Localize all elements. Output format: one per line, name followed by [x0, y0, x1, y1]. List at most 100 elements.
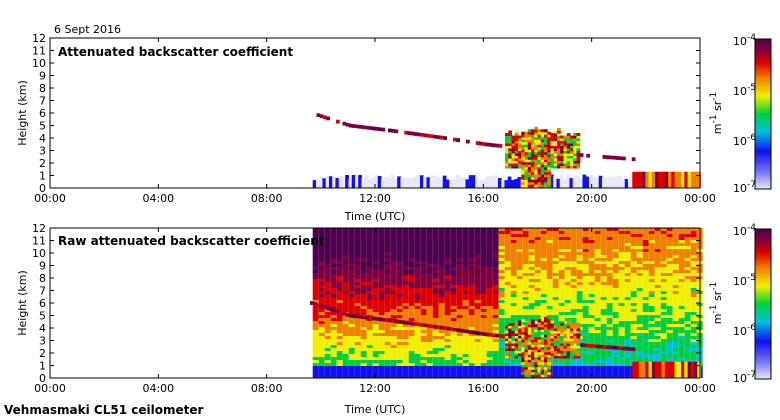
heatmap-cell — [480, 312, 487, 315]
deep-cloud-cell — [540, 361, 545, 365]
heatmap-cell — [486, 363, 493, 366]
heatmap-cell — [342, 243, 349, 246]
heatmap-cell — [360, 336, 367, 339]
heatmap-cell — [684, 294, 691, 297]
heatmap-cell — [570, 318, 577, 321]
heatmap-cell — [420, 369, 427, 372]
deep-cloud-cell — [557, 333, 561, 336]
deep-cloud-cell — [540, 181, 545, 185]
aerosol-cell — [572, 175, 577, 188]
heatmap-cell — [372, 306, 379, 309]
heatmap-cell — [396, 351, 403, 354]
deep-cloud-cell — [531, 159, 535, 163]
heatmap-cell — [606, 270, 613, 273]
heatmap-cell — [444, 303, 451, 306]
deep-cloud-cell — [524, 321, 529, 325]
heatmap-cell — [534, 240, 541, 243]
heatmap-cell — [618, 255, 625, 258]
heatmap-cell — [666, 279, 673, 282]
heatmap-cell — [648, 228, 655, 231]
heatmap-cell — [528, 252, 535, 255]
heatmap-cell — [576, 231, 583, 234]
deep-cloud-cell — [540, 339, 545, 343]
heatmap-cell — [486, 306, 493, 309]
heatmap-cell — [312, 342, 319, 345]
deep-cloud-cell — [537, 336, 542, 340]
heatmap-cell — [588, 309, 595, 312]
heatmap-cell — [348, 234, 355, 237]
heatmap-cell — [570, 261, 577, 264]
heatmap-cell — [366, 249, 373, 252]
heatmap-cell — [492, 357, 499, 360]
y-tick-label: 1 — [39, 360, 46, 373]
cloud-cell — [631, 157, 636, 162]
heatmap-cell — [642, 336, 649, 339]
heatmap-cell — [474, 246, 481, 249]
aerosol-cell — [624, 178, 629, 188]
heatmap-cell — [366, 327, 373, 330]
heatmap-cell — [624, 264, 631, 267]
heatmap-cell — [450, 321, 457, 324]
heatmap-cell — [420, 366, 427, 369]
deep-cloud-cell — [534, 361, 538, 365]
deep-cloud-cell — [531, 164, 535, 168]
heatmap-cell — [462, 360, 469, 363]
heatmap-cell — [336, 231, 343, 234]
heatmap-cell — [342, 324, 349, 327]
heatmap-cell — [414, 306, 421, 309]
deep-cloud-cell — [531, 169, 535, 173]
heatmap-cell — [558, 255, 565, 258]
heatmap-cell — [330, 231, 337, 234]
heatmap-cell — [420, 261, 427, 264]
deep-cloud-cell — [547, 169, 551, 173]
heatmap-cell — [420, 342, 427, 345]
deep-cloud-cell — [524, 141, 529, 145]
heatmap-cell — [612, 339, 619, 342]
cloud-cell — [479, 141, 483, 146]
heatmap-cell — [540, 312, 547, 315]
heatmap-cell — [348, 294, 355, 297]
deep-cloud-cell — [566, 325, 571, 329]
heatmap-cell — [396, 279, 403, 282]
heatmap-cell — [540, 300, 547, 303]
deep-cloud-cell — [508, 345, 512, 349]
heatmap-cell — [582, 231, 589, 234]
heatmap-cell — [570, 315, 577, 318]
heatmap-cell — [636, 318, 643, 321]
heatmap-cell — [672, 360, 679, 363]
cloud-cell — [365, 125, 369, 130]
heatmap-cell — [432, 351, 439, 354]
heatmap-cell — [330, 336, 337, 339]
heatmap-cell — [648, 288, 655, 291]
heatmap-cell — [342, 354, 349, 357]
deep-cloud-cell — [544, 159, 548, 163]
heatmap-cell — [576, 261, 583, 264]
heatmap-cell — [492, 297, 499, 300]
heatmap-cell — [408, 309, 415, 312]
deep-cloud-cell — [537, 139, 542, 143]
deep-cloud-cell — [550, 148, 555, 151]
deep-cloud-cell — [553, 153, 558, 156]
heatmap-cell — [396, 330, 403, 333]
heatmap-cell — [438, 261, 445, 264]
heatmap-cell — [348, 363, 355, 366]
heatmap-cell — [546, 288, 553, 291]
heatmap-cell — [390, 237, 397, 240]
heatmap-cell — [642, 333, 649, 336]
deep-cloud-cell — [544, 146, 548, 150]
x-axis-label-bottom: Time (UTC) — [344, 403, 406, 416]
heatmap-cell — [684, 297, 691, 300]
heatmap-cell — [648, 264, 655, 267]
heatmap-cell — [678, 234, 685, 237]
heatmap-cell — [552, 267, 559, 270]
deep-cloud-cell — [527, 334, 532, 338]
heatmap-cell — [462, 339, 469, 342]
heatmap-cell — [474, 354, 481, 357]
heatmap-cell — [354, 366, 361, 369]
heatmap-cell — [636, 321, 643, 324]
heatmap-cell — [570, 369, 577, 372]
heatmap-cell — [336, 267, 343, 270]
heatmap-cell — [402, 270, 409, 273]
heatmap-cell — [426, 279, 433, 282]
heatmap-cell — [474, 264, 481, 267]
